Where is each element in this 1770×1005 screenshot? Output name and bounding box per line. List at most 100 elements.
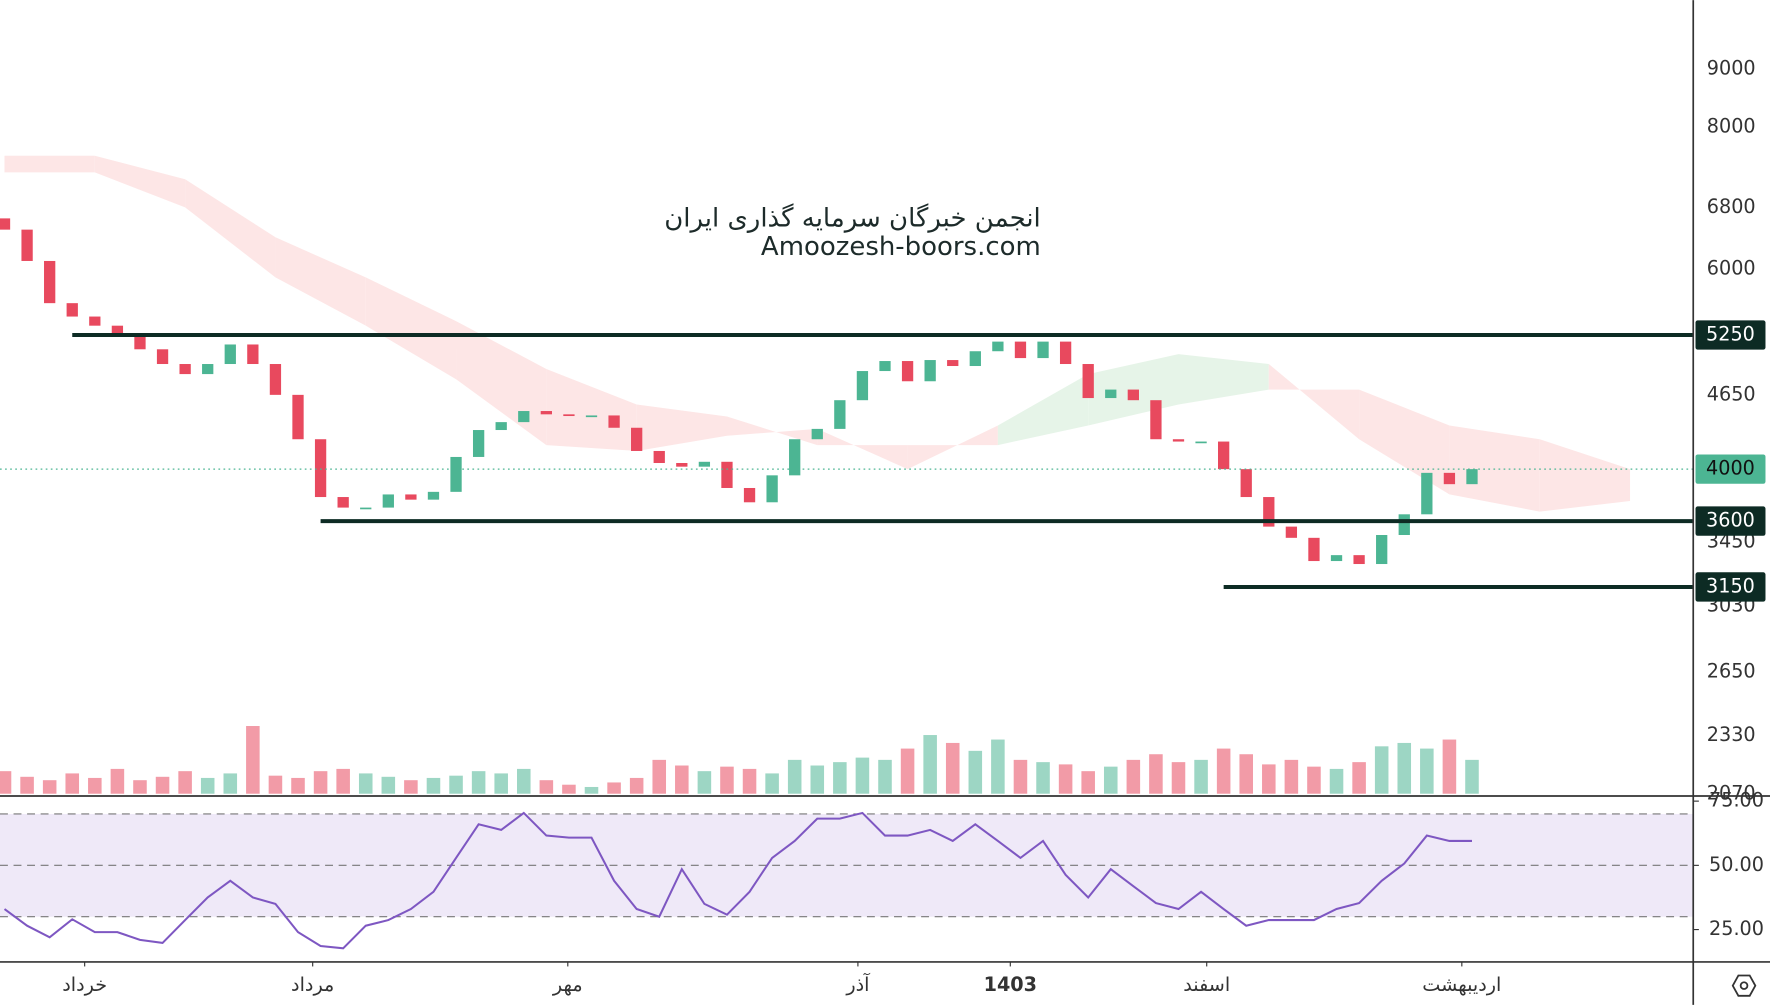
volume-bar (223, 773, 238, 794)
volume-bar (584, 786, 599, 794)
candle-body (676, 463, 688, 467)
volume-bar (1352, 762, 1366, 794)
x-tick-label: اردیبهشت (1422, 973, 1501, 996)
volume-bar (1442, 739, 1457, 794)
y-tick-label: 8000 (1707, 115, 1756, 138)
ichimoku-cloud (1359, 389, 1450, 495)
volume-bar (765, 773, 779, 794)
volume-bar (1216, 748, 1231, 794)
candle-body (766, 475, 778, 503)
y-tick-label: 6800 (1707, 195, 1756, 218)
volume-bar (562, 784, 576, 794)
volume-bar (291, 777, 305, 794)
candle-body (1172, 439, 1185, 442)
candle-body (1263, 497, 1275, 527)
candle-body (224, 344, 236, 365)
ichimoku-cloud (275, 237, 366, 326)
candle-body (1398, 514, 1410, 536)
settings-hexagon[interactable] (1731, 974, 1757, 997)
ichimoku-cloud (365, 277, 457, 380)
volume-bar (968, 750, 983, 794)
candle-body (66, 303, 78, 317)
volume-bar (1465, 759, 1479, 794)
volume-bar (155, 776, 170, 794)
candle-body (540, 411, 552, 415)
candle-body (698, 461, 711, 467)
volume-bar (65, 773, 80, 794)
candle-body (947, 360, 959, 367)
volume-bar (200, 777, 215, 794)
ichimoku-cloud (817, 428, 908, 470)
ichimoku-cloud (726, 416, 818, 446)
rsi-line (3, 811, 1472, 950)
volume-bar (1307, 766, 1321, 794)
volume-bar (381, 776, 396, 794)
volume-bar (1126, 759, 1141, 794)
ichimoku-cloud (997, 374, 1089, 446)
candle-body (472, 430, 485, 457)
volume-bar (1171, 762, 1186, 794)
candle-body (811, 428, 823, 440)
plot: انجمن خبرگان سرمایه گذاری ایرانAmoozesh-… (0, 155, 1694, 950)
volume-bar (1262, 764, 1276, 794)
level-label: 5250 (1706, 322, 1755, 345)
candle-body (134, 334, 146, 350)
candle-body (1466, 469, 1478, 485)
volume-bar (787, 759, 802, 794)
candle-body (653, 450, 665, 464)
candle-body (1443, 472, 1456, 485)
volume-bar (494, 773, 508, 794)
x-tick-label: مهر (552, 973, 583, 996)
x-tick-label: مرداد (291, 973, 334, 996)
volume-bar (1194, 759, 1208, 794)
y-tick-label: 2330 (1707, 723, 1756, 746)
candle-body (1059, 341, 1072, 365)
candle-body (405, 494, 417, 500)
volume-bar (88, 777, 102, 794)
candle-body (563, 414, 575, 417)
volume-bar (629, 777, 644, 794)
volume-bar (268, 775, 283, 794)
x-tick-label: آذر (845, 972, 871, 996)
volume-bar (1239, 754, 1253, 794)
volume-bar (675, 765, 689, 794)
volume-bar (833, 762, 847, 794)
candle-body (1308, 537, 1320, 562)
volume-bar (539, 780, 554, 794)
volume-bar (449, 775, 463, 794)
level-label: 3150 (1706, 574, 1755, 597)
candle-body (247, 344, 259, 365)
candle-body (834, 400, 846, 429)
x-tick-label: خرداد (62, 973, 107, 996)
volume-bar (742, 768, 757, 794)
last-price-box (1695, 454, 1766, 484)
volume-bar (336, 768, 350, 794)
candle-body (21, 229, 33, 261)
candle-body (879, 361, 891, 372)
candle-body (314, 439, 327, 498)
volume-bar (720, 766, 734, 794)
candle-body (89, 316, 101, 326)
rsi-tick-label: 25.00 (1709, 917, 1764, 940)
candle-body (1127, 389, 1139, 401)
candle-body (969, 351, 981, 367)
settings-dot[interactable] (1739, 981, 1749, 990)
volume-bar (697, 771, 712, 794)
settings-icon[interactable] (1731, 974, 1757, 997)
volume-bar (991, 739, 1005, 794)
candle-body (1353, 555, 1365, 565)
volume-bar (20, 776, 34, 794)
ichimoku-cloud (4, 155, 95, 173)
volume-bar (517, 768, 531, 794)
candle-body (450, 456, 462, 492)
candle-body (0, 218, 11, 230)
candle-body (1082, 364, 1094, 399)
candle-body (202, 364, 214, 375)
candle-body (631, 427, 643, 451)
level-label-box (1695, 320, 1766, 350)
candle-body (1195, 441, 1207, 444)
candle-body (1330, 555, 1343, 562)
volume-bar (42, 780, 57, 794)
